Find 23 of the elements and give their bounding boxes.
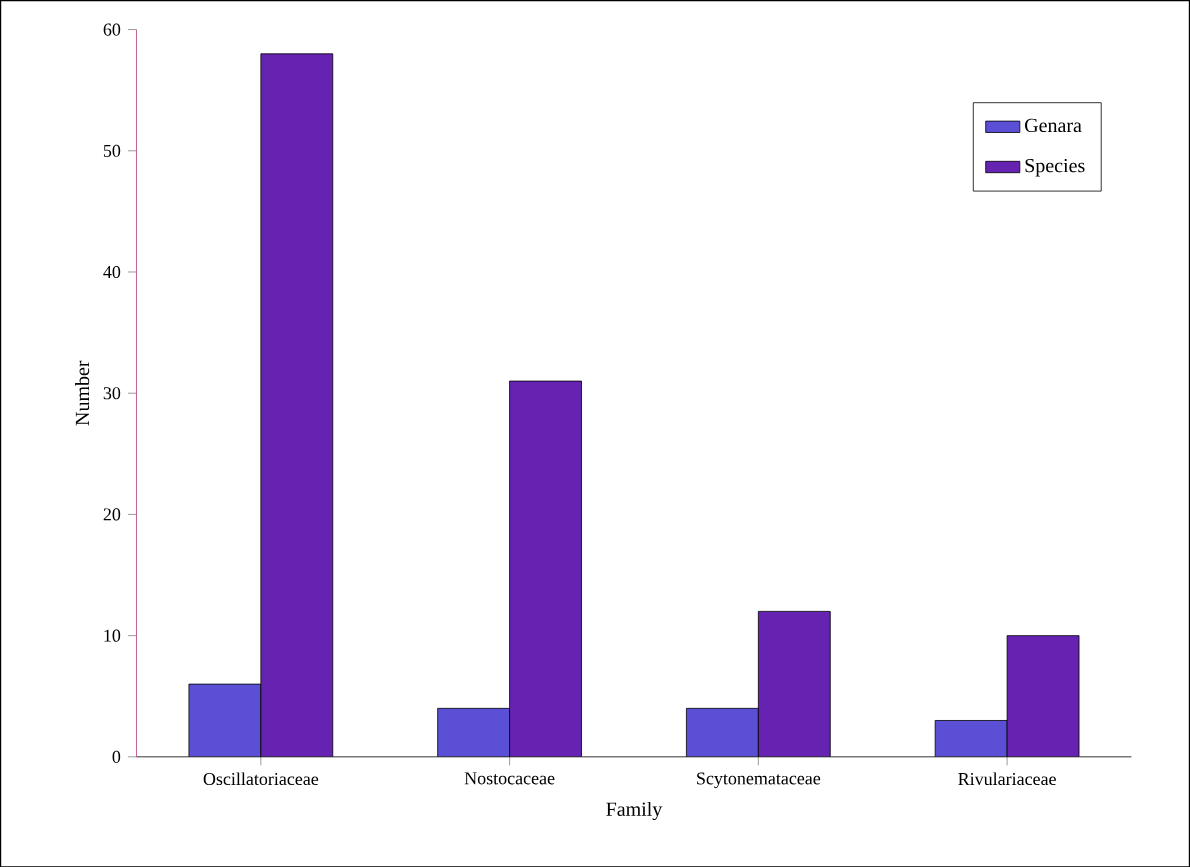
y-tick-label: 20 xyxy=(103,508,121,521)
y-axis-title: Number xyxy=(75,360,90,426)
x-tick-label: Rivulariaceae xyxy=(958,772,1056,785)
bar xyxy=(934,719,1008,757)
y-tick-label: 0 xyxy=(112,750,121,763)
y-tick-label: 60 xyxy=(103,23,121,36)
y-tick-label: 30 xyxy=(103,386,121,400)
x-tick-label: Scytonemataceae xyxy=(697,772,821,789)
bar xyxy=(686,708,759,757)
bar xyxy=(509,380,582,757)
bar xyxy=(1006,635,1080,757)
x-tick-label: Oscillatoriaceae xyxy=(203,772,319,785)
y-tick-label: 10 xyxy=(104,629,121,642)
legend-label: Genara xyxy=(1025,118,1082,132)
bar xyxy=(188,683,261,757)
y-tick-label: 40 xyxy=(103,265,121,278)
bar xyxy=(758,611,831,757)
bar xyxy=(437,708,510,757)
x-axis-title: Family xyxy=(606,801,663,820)
bar xyxy=(260,53,333,757)
y-tick-label: 50 xyxy=(103,144,121,157)
legend-label: Species xyxy=(1025,158,1085,177)
x-tick-label: Nostocaceae xyxy=(464,772,555,785)
